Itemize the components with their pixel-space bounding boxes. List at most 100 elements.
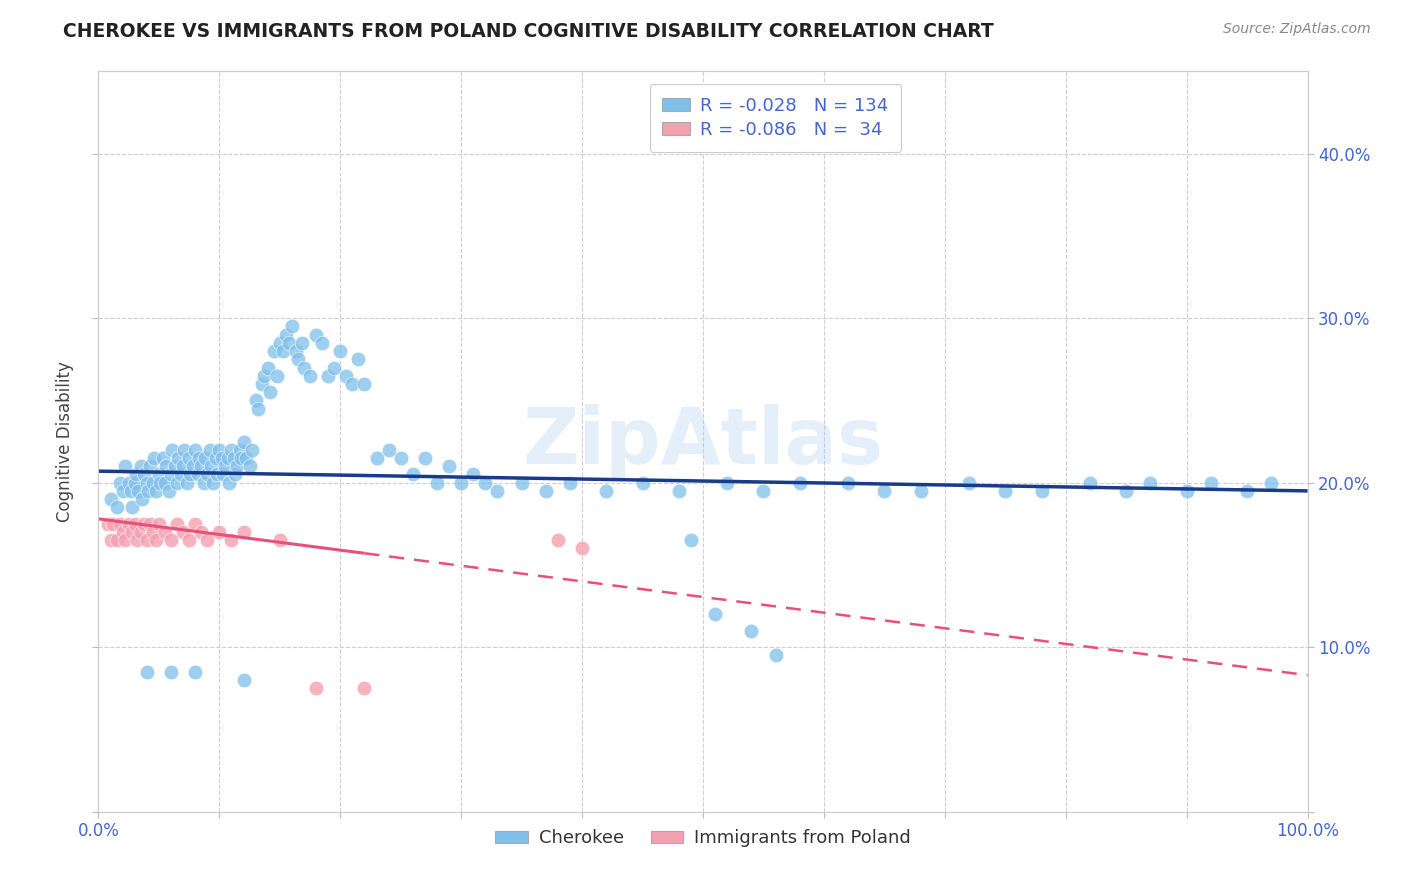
Point: [299, 368, 322, 383]
Point: [205, 467, 228, 482]
Point: [463, 467, 485, 482]
Point: [176, 475, 198, 490]
Point: [284, 344, 307, 359]
Point: [1115, 483, 1137, 498]
Point: [239, 459, 262, 474]
Point: [413, 450, 436, 465]
Point: [837, 475, 859, 490]
Point: [184, 516, 207, 531]
Point: [190, 524, 212, 539]
Point: [910, 483, 932, 498]
Point: [222, 450, 245, 465]
Point: [214, 459, 236, 474]
Point: [97, 516, 120, 531]
Point: [290, 335, 312, 350]
Point: [235, 450, 257, 465]
Point: [172, 524, 194, 539]
Point: [1139, 475, 1161, 490]
Point: [148, 516, 170, 531]
Point: [195, 533, 218, 548]
Point: [765, 648, 787, 663]
Point: [160, 467, 183, 482]
Point: [208, 442, 231, 457]
Point: [873, 483, 896, 498]
Point: [305, 681, 328, 696]
Point: [100, 533, 122, 548]
Point: [143, 450, 166, 465]
Point: [195, 467, 218, 482]
Point: [108, 475, 131, 490]
Point: [121, 500, 143, 515]
Point: [278, 335, 301, 350]
Point: [166, 475, 188, 490]
Point: [142, 475, 165, 490]
Point: [247, 401, 270, 416]
Point: [131, 492, 153, 507]
Point: [167, 450, 190, 465]
Point: [226, 459, 249, 474]
Point: [1260, 475, 1282, 490]
Point: [127, 483, 149, 498]
Point: [259, 385, 281, 400]
Point: [1199, 475, 1222, 490]
Point: [125, 467, 148, 482]
Point: [160, 442, 183, 457]
Point: [668, 483, 690, 498]
Point: [157, 483, 180, 498]
Point: [353, 376, 375, 391]
Text: ZipAtlas: ZipAtlas: [523, 403, 883, 480]
Y-axis label: Cognitive Disability: Cognitive Disability: [56, 361, 75, 522]
Point: [232, 524, 254, 539]
Point: [124, 516, 146, 531]
Point: [740, 624, 762, 638]
Point: [316, 368, 339, 383]
Point: [263, 344, 285, 359]
Point: [105, 533, 128, 548]
Point: [245, 393, 267, 408]
Point: [292, 360, 315, 375]
Point: [190, 459, 212, 474]
Point: [329, 344, 352, 359]
Point: [221, 442, 243, 457]
Point: [124, 475, 146, 490]
Point: [114, 459, 136, 474]
Point: [229, 442, 252, 457]
Point: [134, 467, 156, 482]
Point: [287, 352, 309, 367]
Point: [716, 475, 738, 490]
Point: [204, 450, 226, 465]
Point: [323, 360, 346, 375]
Point: [166, 516, 188, 531]
Point: [200, 459, 222, 474]
Point: [149, 475, 172, 490]
Point: [366, 450, 388, 465]
Point: [148, 467, 170, 482]
Point: [342, 376, 364, 391]
Point: [145, 483, 167, 498]
Point: [187, 450, 209, 465]
Point: [127, 533, 149, 548]
Point: [187, 467, 209, 482]
Point: [135, 475, 157, 490]
Point: [153, 524, 176, 539]
Point: [198, 442, 221, 457]
Point: [135, 665, 157, 679]
Point: [269, 335, 291, 350]
Point: [105, 500, 128, 515]
Point: [111, 524, 134, 539]
Point: [704, 607, 727, 622]
Point: [129, 459, 152, 474]
Point: [547, 533, 569, 548]
Point: [305, 327, 328, 342]
Point: [486, 483, 509, 498]
Point: [221, 533, 243, 548]
Point: [450, 475, 472, 490]
Point: [179, 450, 201, 465]
Point: [129, 524, 152, 539]
Point: [211, 450, 233, 465]
Point: [135, 533, 157, 548]
Point: [101, 516, 124, 531]
Point: [571, 541, 593, 556]
Point: [232, 673, 254, 687]
Point: [202, 475, 225, 490]
